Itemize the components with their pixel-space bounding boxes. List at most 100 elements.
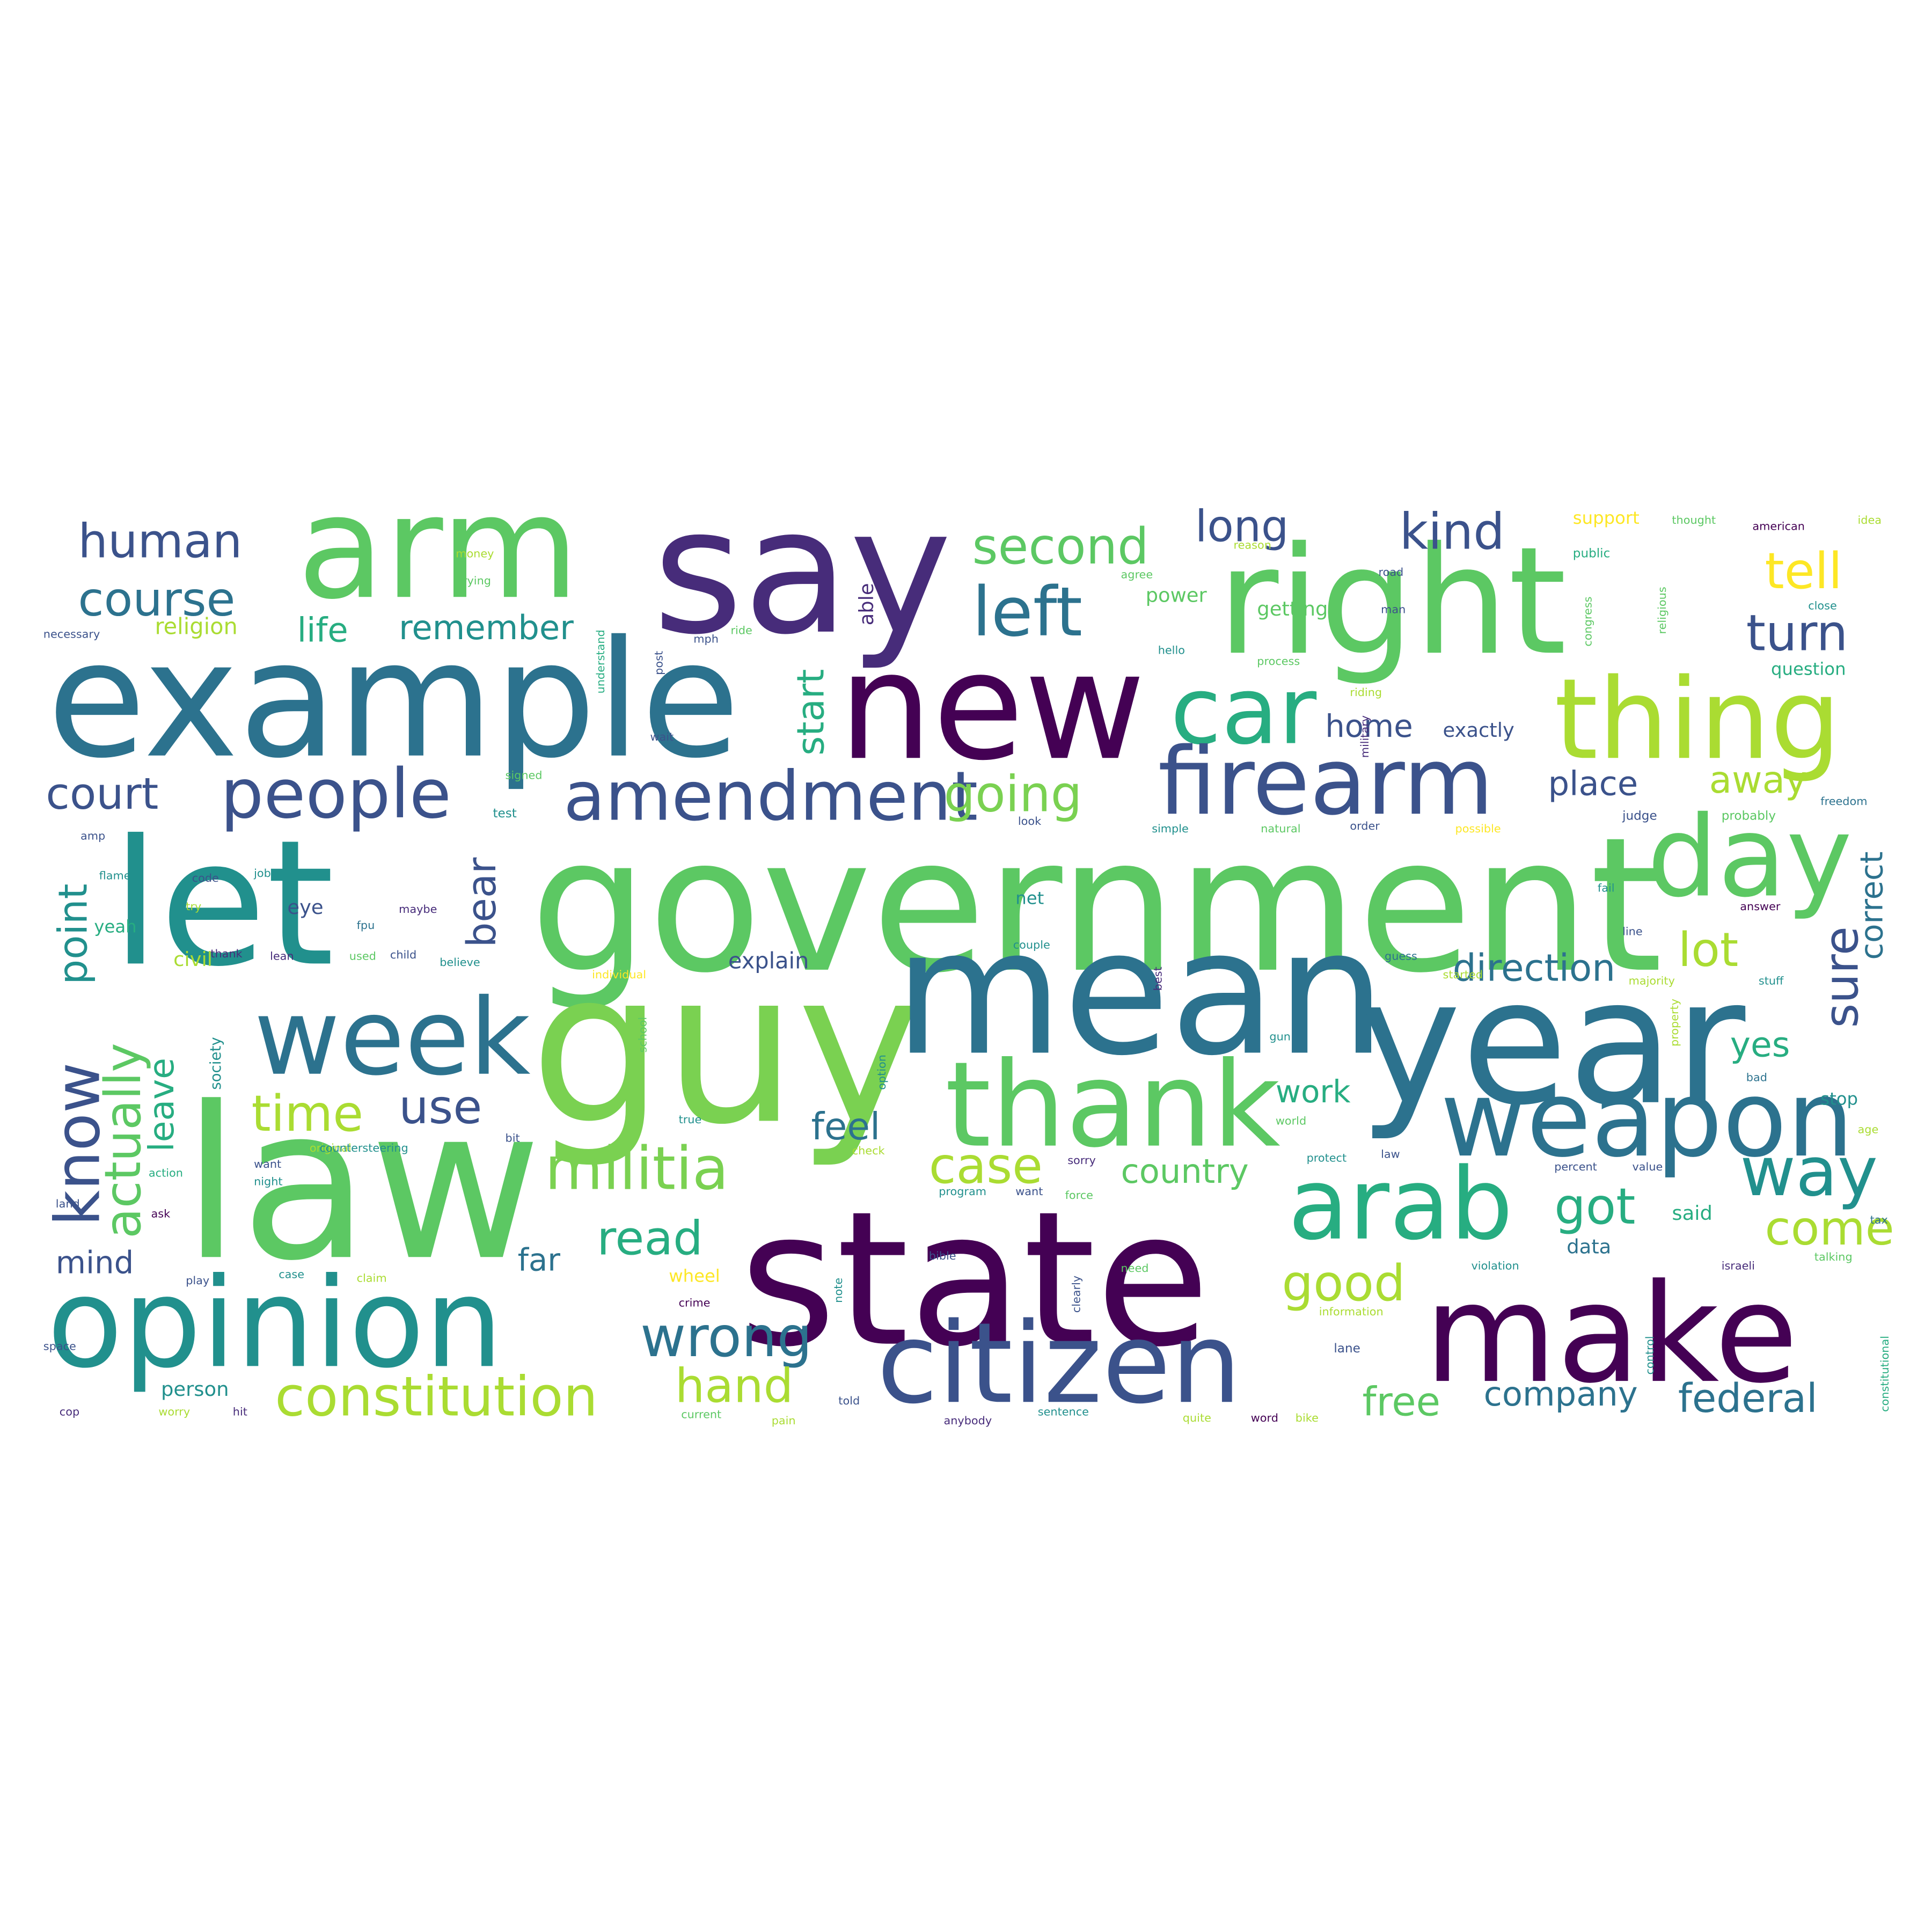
- cloud-word: program: [939, 1185, 986, 1198]
- cloud-word: fail: [1598, 882, 1615, 895]
- cloud-word: understand: [594, 630, 607, 693]
- cloud-word: course: [78, 572, 235, 627]
- cloud-word: arm: [297, 465, 580, 631]
- cloud-word: note: [832, 1278, 845, 1303]
- cloud-word: stop: [1820, 1089, 1858, 1109]
- cloud-word: society: [207, 1037, 224, 1090]
- cloud-word: case: [279, 1268, 304, 1281]
- cloud-word: start: [790, 669, 833, 756]
- cloud-word: ride: [731, 624, 752, 637]
- cloud-word: case: [929, 1137, 1043, 1195]
- cloud-word: firearm: [1158, 727, 1494, 836]
- cloud-word: sentence: [1038, 1406, 1089, 1418]
- cloud-word: child: [390, 948, 416, 961]
- cloud-word: couple: [1013, 939, 1050, 952]
- cloud-word: countersteering: [319, 1141, 408, 1154]
- cloud-word: car: [1170, 657, 1317, 765]
- cloud-word: wheel: [669, 1266, 720, 1286]
- cloud-word: government: [530, 797, 1663, 1014]
- cloud-word: play: [186, 1274, 209, 1287]
- cloud-word: state: [740, 1172, 1210, 1388]
- cloud-word: information: [1319, 1305, 1384, 1318]
- cloud-word: crime: [679, 1297, 711, 1309]
- cloud-word: lean: [270, 950, 294, 963]
- cloud-word: make: [1424, 1254, 1798, 1413]
- cloud-word: pain: [772, 1414, 796, 1427]
- cloud-word: natural: [1261, 822, 1300, 835]
- cloud-word: believe: [440, 956, 480, 969]
- cloud-word: man: [1381, 603, 1406, 616]
- cloud-word: percent: [1554, 1160, 1597, 1173]
- cloud-word: look: [1018, 815, 1041, 828]
- cloud-word: left: [972, 572, 1083, 652]
- cloud-word: direction: [1453, 947, 1615, 990]
- cloud-word: mean: [894, 892, 1386, 1094]
- cloud-word: yeah: [94, 917, 136, 937]
- cloud-word: night: [254, 1175, 282, 1188]
- cloud-word: life: [297, 610, 348, 649]
- cloud-word: check: [852, 1144, 885, 1157]
- cloud-word: stuff: [1759, 975, 1784, 987]
- cloud-word: road: [1379, 566, 1404, 579]
- cloud-word: ask: [151, 1208, 171, 1220]
- cloud-word: place: [1548, 764, 1638, 803]
- cloud-word: started: [1443, 968, 1483, 981]
- cloud-word: way: [1740, 1132, 1878, 1211]
- cloud-word: civil: [173, 948, 213, 971]
- cloud-word: support: [1573, 508, 1640, 528]
- cloud-word: school: [636, 1017, 649, 1053]
- cloud-word: data: [1567, 1235, 1611, 1258]
- cloud-word: money: [456, 547, 494, 560]
- cloud-word: know: [42, 1063, 114, 1226]
- cloud-word: remember: [399, 608, 574, 647]
- cloud-word: claim: [357, 1272, 387, 1285]
- cloud-word: hit: [233, 1406, 247, 1418]
- cloud-word: trying: [458, 574, 491, 587]
- cloud-word: worry: [158, 1406, 190, 1418]
- cloud-word: got: [1554, 1177, 1635, 1235]
- cloud-word: opinion: [47, 1252, 503, 1395]
- cloud-word: job: [253, 867, 271, 880]
- cloud-word: right: [1218, 515, 1567, 688]
- cloud-word: force: [1065, 1189, 1093, 1202]
- cloud-word: action: [149, 1166, 183, 1179]
- cloud-word: amendment: [564, 757, 978, 836]
- cloud-word: new: [838, 620, 1145, 793]
- cloud-word: good: [1282, 1254, 1406, 1312]
- cloud-word: lane: [1334, 1342, 1360, 1356]
- cloud-word: religion: [155, 613, 238, 640]
- cloud-word: bad: [1746, 1071, 1767, 1084]
- cloud-word: tax: [1870, 1213, 1888, 1226]
- cloud-word: cop: [60, 1406, 79, 1418]
- cloud-word: post: [653, 651, 665, 675]
- cloud-word: israeli: [1722, 1259, 1755, 1272]
- cloud-word: court: [46, 769, 158, 819]
- cloud-word: guy: [530, 926, 922, 1171]
- cloud-word: bike: [1296, 1411, 1319, 1424]
- cloud-word: true: [679, 1113, 702, 1126]
- cloud-word: congress: [1581, 596, 1594, 646]
- cloud-word: weapon: [1440, 1058, 1854, 1181]
- cloud-word: read: [597, 1211, 702, 1266]
- cloud-word: want: [1015, 1185, 1043, 1198]
- cloud-word: let: [112, 803, 334, 1005]
- cloud-word: talking: [1814, 1250, 1853, 1263]
- cloud-word: close: [1808, 599, 1837, 612]
- cloud-word: wrong: [640, 1305, 812, 1370]
- cloud-word: value: [1633, 1160, 1663, 1173]
- cloud-word: necessary: [43, 628, 100, 641]
- cloud-word: bible: [929, 1249, 956, 1262]
- cloud-word: quite: [1183, 1411, 1211, 1424]
- cloud-word: hello: [1158, 644, 1185, 657]
- cloud-word: world: [1276, 1114, 1306, 1127]
- cloud-word: thank: [210, 947, 242, 960]
- cloud-word: maybe: [399, 903, 437, 916]
- cloud-word: mind: [56, 1244, 134, 1280]
- cloud-word: eye: [287, 896, 323, 919]
- cloud-word: code: [192, 872, 219, 884]
- cloud-word: kind: [1400, 502, 1505, 560]
- cloud-word: bear: [459, 857, 505, 947]
- cloud-word: option: [875, 1055, 888, 1090]
- cloud-word: going: [944, 765, 1082, 823]
